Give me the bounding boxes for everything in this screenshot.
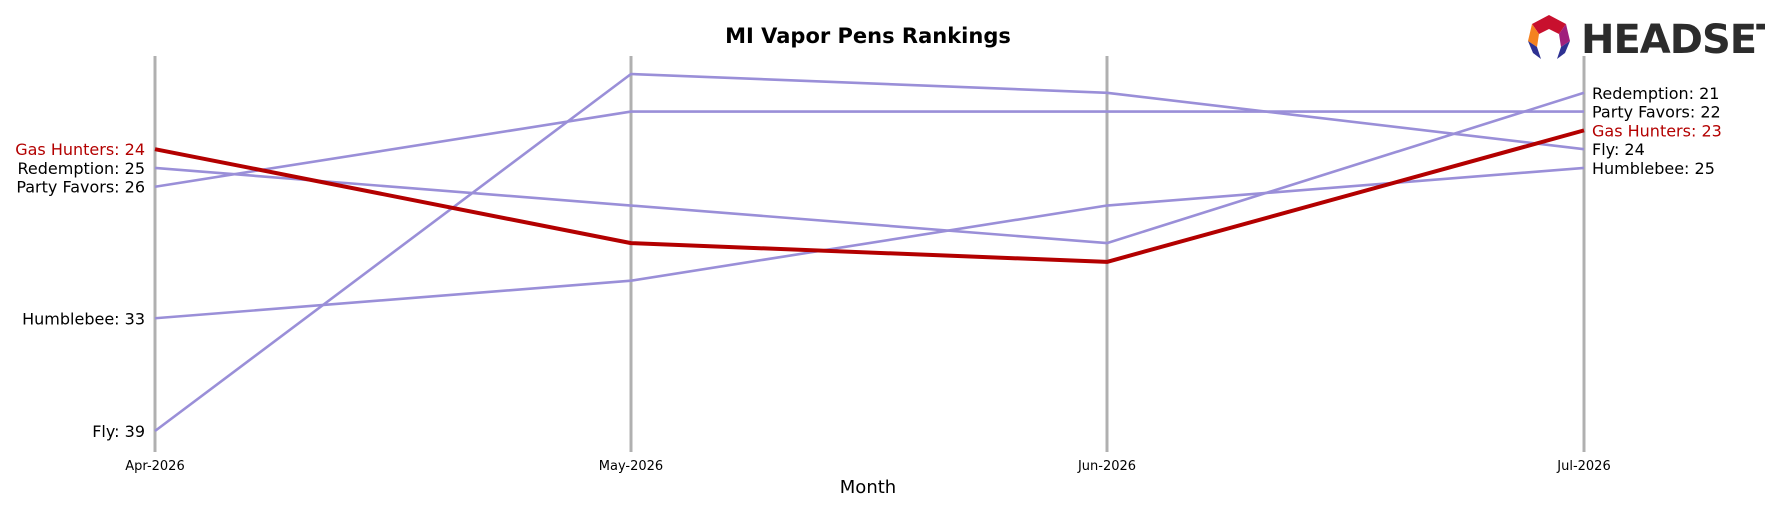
x-axis-label: Month (840, 477, 896, 498)
headset-logo-text: HEADSET (1581, 17, 1765, 63)
series-line-gas-hunters (154, 128, 1585, 264)
headset-logo-icon (1528, 15, 1570, 59)
end-label-humblebee: Humblebee: 25 (1592, 159, 1715, 178)
end-label-party-favors: Party Favors: 22 (1592, 103, 1721, 122)
series-lines (154, 72, 1585, 433)
start-label-gas-hunters: Gas Hunters: 24 (15, 140, 145, 159)
x-tick-label: May-2026 (599, 459, 663, 474)
series-line-party-favors (154, 110, 1584, 189)
x-tick-label: Jul-2026 (1556, 459, 1610, 474)
end-label-fly: Fly: 24 (1592, 140, 1645, 159)
x-axis-ticks: Apr-2026 May-2026 Jun-2026 Jul-2026 (125, 459, 1610, 474)
end-label-redemption: Redemption: 21 (1592, 84, 1719, 103)
series-line-humblebee (154, 166, 1585, 320)
vertical-gridlines (153, 56, 1586, 452)
chart-title: MI Vapor Pens Rankings (725, 24, 1011, 48)
x-tick-label: Apr-2026 (125, 459, 184, 474)
end-label-gas-hunters: Gas Hunters: 23 (1592, 121, 1722, 140)
start-label-redemption: Redemption: 25 (18, 159, 145, 178)
start-label-party-favors: Party Favors: 26 (16, 178, 145, 197)
series-line-fly (154, 72, 1585, 433)
headset-logo: HEADSET (1528, 15, 1765, 63)
series-line-redemption (154, 91, 1585, 245)
start-label-humblebee: Humblebee: 33 (22, 309, 145, 328)
x-tick-label: Jun-2026 (1077, 459, 1136, 474)
start-label-fly: Fly: 39 (92, 422, 145, 441)
